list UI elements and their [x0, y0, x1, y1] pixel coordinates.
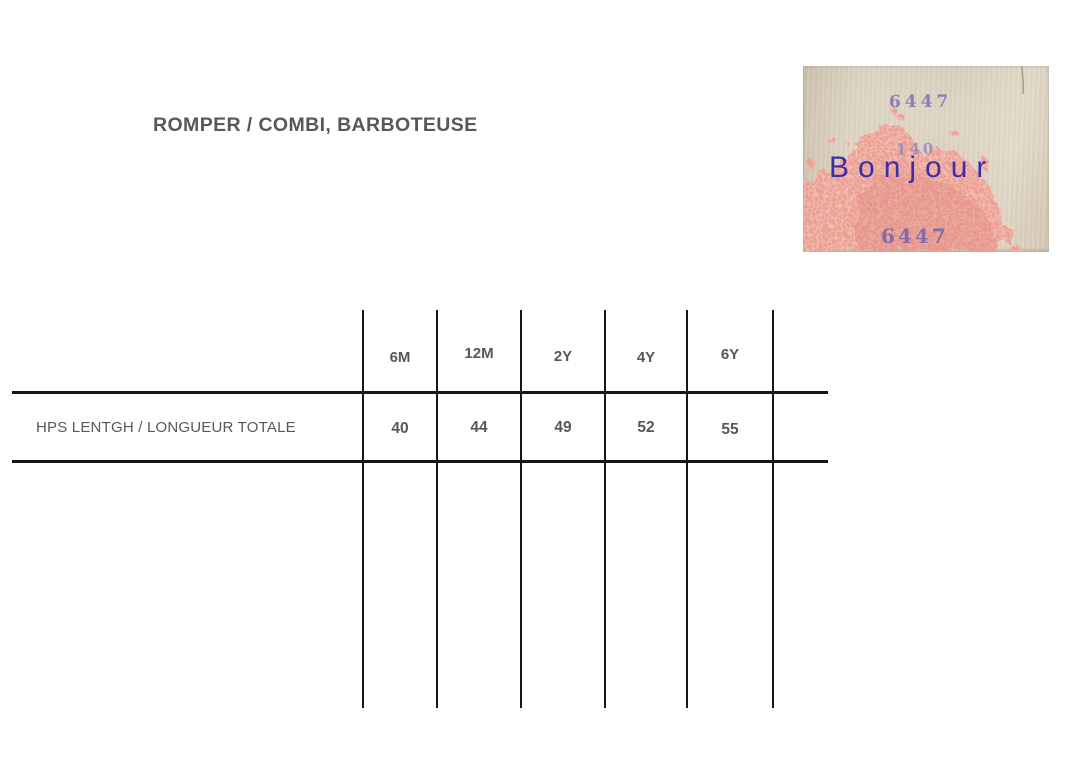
table-vertical-line	[772, 310, 774, 708]
measurement-row-label: HPS LENTGH / LONGUEUR TOTALE	[36, 419, 296, 436]
stamp-number-bottom: 6447	[881, 224, 949, 248]
table-vertical-line	[686, 310, 688, 708]
size-column-header-12m: 12M	[464, 345, 494, 362]
table-vertical-line	[362, 310, 364, 708]
page-title: ROMPER / COMBI, BARBOTEUSE	[153, 114, 478, 136]
table-vertical-line	[520, 310, 522, 708]
size-column-header-4y: 4Y	[636, 349, 656, 366]
size-column-header-6m: 6M	[389, 349, 411, 366]
table-horizontal-line-top	[12, 391, 828, 394]
size-column-header-2y: 2Y	[553, 348, 573, 365]
paper-crease	[1021, 66, 1025, 95]
table-vertical-line	[436, 310, 438, 708]
measurement-value-12m: 44	[470, 419, 488, 436]
measurement-value-6m: 40	[391, 420, 409, 437]
measurement-value-4y: 52	[637, 419, 655, 436]
measurement-value-6y: 55	[721, 421, 739, 438]
measurement-value-2y: 49	[554, 419, 572, 436]
brand-label-image: 6447 140 Bonjour 6447	[803, 66, 1049, 252]
brand-wordmark: Bonjour	[829, 151, 996, 184]
pink-stamp-texture	[803, 66, 1025, 252]
stamp-number-top: 6447	[888, 91, 953, 113]
size-column-header-6y: 6Y	[720, 346, 740, 363]
table-horizontal-line-bottom	[12, 460, 828, 463]
table-vertical-line	[604, 310, 606, 708]
